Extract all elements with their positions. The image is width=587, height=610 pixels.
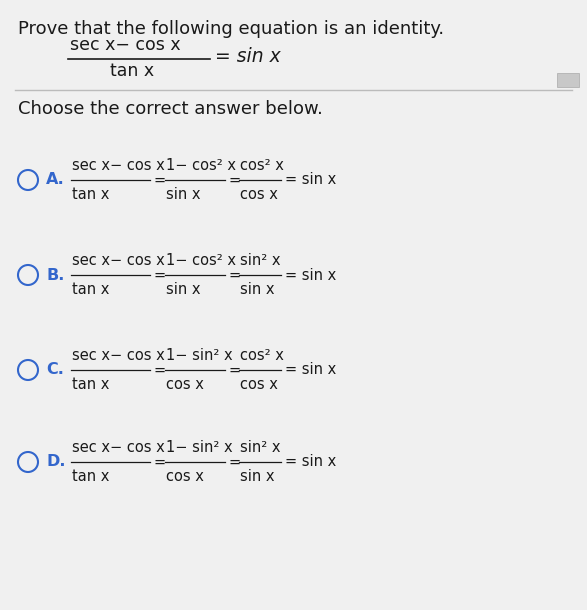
Text: = sin x: = sin x [285, 173, 336, 187]
Text: A.: A. [46, 173, 65, 187]
Text: tan x: tan x [72, 187, 109, 202]
Text: tan x: tan x [72, 377, 109, 392]
Text: tan x: tan x [110, 62, 154, 80]
Text: sin x: sin x [166, 187, 200, 202]
Text: tan x: tan x [72, 282, 109, 297]
Text: sin x: sin x [240, 469, 275, 484]
Text: = sin x: = sin x [215, 48, 281, 66]
Text: =: = [229, 268, 241, 282]
Text: sin x: sin x [166, 282, 200, 297]
Text: sin² x: sin² x [240, 253, 281, 268]
Text: cos x: cos x [166, 377, 203, 392]
Text: cos² x: cos² x [240, 348, 284, 363]
Text: D.: D. [46, 454, 66, 470]
Text: C.: C. [46, 362, 64, 378]
Text: sec x− cos x: sec x− cos x [72, 158, 165, 173]
Text: sin² x: sin² x [240, 440, 281, 455]
Text: 1− sin² x: 1− sin² x [166, 440, 232, 455]
Text: cos x: cos x [240, 187, 278, 202]
Text: =: = [229, 362, 241, 378]
FancyBboxPatch shape [557, 73, 579, 87]
Text: 1− cos² x: 1− cos² x [166, 253, 235, 268]
Text: sin x: sin x [240, 282, 275, 297]
Text: cos x: cos x [240, 377, 278, 392]
Text: = sin x: = sin x [285, 362, 336, 378]
Text: 1− sin² x: 1− sin² x [166, 348, 232, 363]
Text: sec x− cos x: sec x− cos x [72, 253, 165, 268]
Text: =: = [229, 173, 241, 187]
Text: tan x: tan x [72, 469, 109, 484]
Text: B.: B. [46, 268, 65, 282]
Text: Prove that the following equation is an identity.: Prove that the following equation is an … [18, 20, 444, 38]
Text: = sin x: = sin x [285, 454, 336, 470]
Text: =: = [154, 454, 166, 470]
Text: cos² x: cos² x [240, 158, 284, 173]
Text: sec x− cos x: sec x− cos x [72, 348, 165, 363]
Text: sec x− cos x: sec x− cos x [72, 440, 165, 455]
Text: =: = [154, 173, 166, 187]
Text: sec x− cos x: sec x− cos x [70, 36, 181, 54]
Text: =: = [154, 268, 166, 282]
Text: =: = [229, 454, 241, 470]
Text: 1− cos² x: 1− cos² x [166, 158, 235, 173]
Text: cos x: cos x [166, 469, 203, 484]
Text: =: = [154, 362, 166, 378]
Text: Choose the correct answer below.: Choose the correct answer below. [18, 100, 323, 118]
Text: = sin x: = sin x [285, 268, 336, 282]
